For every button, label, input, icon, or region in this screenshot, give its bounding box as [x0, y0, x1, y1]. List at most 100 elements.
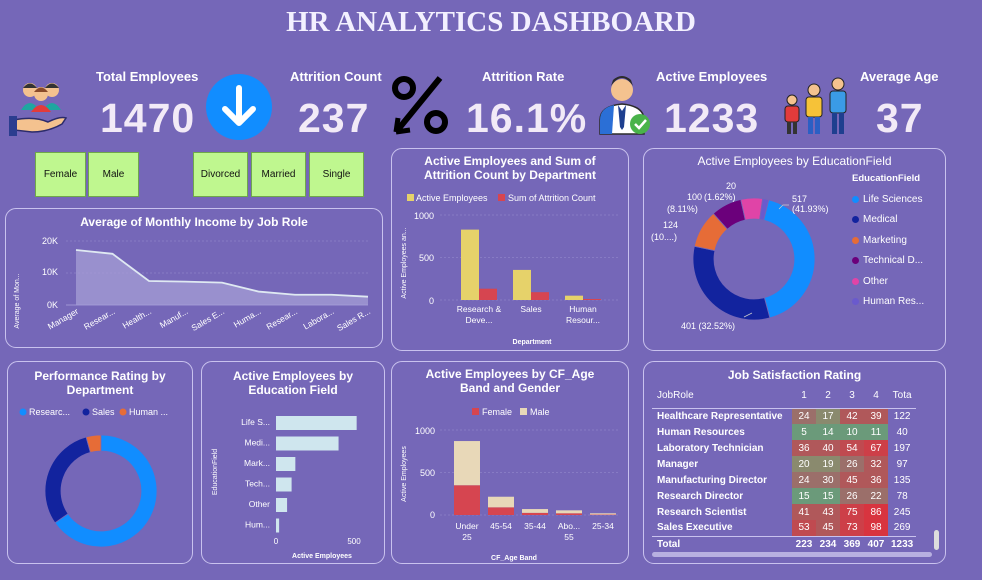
edu-legend-item[interactable]: Human Res... — [852, 292, 947, 313]
edu-legend-item[interactable]: Technical D... — [852, 251, 947, 272]
perf-donut-slice[interactable] — [85, 434, 102, 453]
dept-ytick-0: 1000 — [414, 211, 434, 221]
income-y-axis-label: Average of Mon... — [14, 273, 21, 328]
slicer-married[interactable]: Married — [251, 152, 306, 197]
perf-legend-swatch — [19, 408, 27, 416]
matrix-row[interactable]: Research Scientist 41 43 75 86 245 — [652, 504, 916, 520]
matrix-row[interactable]: Manager 20 19 26 32 97 — [652, 456, 916, 472]
edu-bar[interactable] — [276, 518, 280, 533]
dept-attrition-bar[interactable] — [531, 292, 549, 300]
matrix-header-cell[interactable]: 2 — [816, 384, 840, 409]
legend-label: Technical D... — [863, 255, 924, 267]
income-area-chart[interactable]: Average of Mon... 20K 10K 0K Manager Rese… — [6, 229, 384, 347]
dept-xtick: Sales — [520, 304, 541, 314]
age-stacked-chart[interactable]: Female Male Active Employees 1000 500 0 … — [392, 362, 630, 565]
dept-attrition-bar[interactable] — [479, 288, 497, 300]
edu-donut-slice[interactable] — [763, 199, 816, 319]
matrix-total-cell: 1233 — [888, 535, 917, 552]
dept-bar-chart[interactable]: Active Employees Sum of Attrition Count … — [392, 185, 630, 351]
matrix-row[interactable]: Sales Executive 53 45 73 98 269 — [652, 520, 916, 536]
age-female-bar[interactable] — [488, 507, 514, 515]
edu-bar-ytick: Medi... — [244, 438, 270, 448]
matrix-header-row: JobRole 1 2 3 4 Tota — [652, 384, 917, 409]
job-satisfaction-matrix[interactable]: JobRole 1 2 3 4 Tota Healthcare Representative… — [652, 384, 917, 552]
age-female-bar[interactable] — [454, 485, 480, 515]
dept-active-bar[interactable] — [461, 229, 479, 300]
matrix-total-cell: 369 — [840, 535, 864, 552]
edu-bar[interactable] — [276, 457, 296, 471]
matrix-cell: 75 — [840, 504, 864, 520]
matrix-total-cell: 223 — [792, 535, 816, 552]
matrix-row-label: Research Director — [657, 490, 744, 502]
matrix-row-label: Manufacturing Director — [657, 474, 768, 486]
matrix-header-cell[interactable]: JobRole — [652, 384, 792, 409]
edu-donut-slice[interactable] — [692, 245, 771, 321]
age-female-bar[interactable] — [556, 513, 582, 515]
donut-label-hr: 20 — [726, 181, 736, 191]
matrix-vertical-scrollbar[interactable] — [934, 530, 939, 550]
matrix-row[interactable]: Laboratory Technician 36 40 54 67 197 — [652, 440, 916, 456]
age-female-bar[interactable] — [522, 512, 548, 515]
edu-legend-item[interactable]: Marketing — [852, 230, 947, 251]
edu-donut-card: Active Employees by EducationField 517 (… — [643, 148, 946, 351]
perf-title: Performance Rating by Department — [34, 369, 166, 397]
donut-label-hr-pct: (1.62%) — [704, 192, 736, 202]
edu-legend-item[interactable]: Other — [852, 271, 947, 292]
income-xtick: Sales E... — [189, 306, 226, 333]
active-employees-label: Active Employees — [656, 69, 768, 84]
matrix-row[interactable]: Human Resources 5 14 10 11 40 — [652, 424, 916, 440]
perf-donut-chart[interactable]: Researc... Sales Human ... — [8, 362, 194, 565]
income-xtick: Huma... — [232, 306, 263, 330]
matrix-cell: 22 — [864, 488, 888, 504]
age-male-bar[interactable] — [556, 510, 582, 514]
perf-donut-slice[interactable] — [44, 436, 91, 524]
age-male-bar[interactable] — [522, 509, 548, 513]
income-area — [76, 249, 368, 305]
edu-bar[interactable] — [276, 477, 292, 492]
matrix-row[interactable]: Manufacturing Director 24 30 45 36 135 — [652, 472, 916, 488]
dept-active-bar[interactable] — [513, 269, 531, 300]
edu-legend: Life Sciences Medical Marketing Technical D… — [852, 189, 947, 312]
edu-hbar-chart[interactable]: EducationField 0 500 Active Employees Li… — [202, 362, 386, 565]
donut-label-life-pct: (41.93%) — [792, 204, 829, 214]
matrix-header-cell[interactable]: 3 — [840, 384, 864, 409]
legend-swatch — [852, 195, 859, 203]
edu-legend-item[interactable]: Life Sciences — [852, 189, 947, 210]
matrix-row[interactable]: Healthcare Representative 24 17 42 39 122 — [652, 408, 916, 424]
matrix-cell: 73 — [840, 520, 864, 536]
dept-chart-title: Active Employees and Sum of Attrition Co… — [424, 154, 596, 182]
edu-donut-slice[interactable] — [759, 198, 770, 221]
edu-donut-chart[interactable]: 517 (41.93%) 401 (32.52%) 124 (10....) 1… — [644, 149, 947, 352]
slicer-single[interactable]: Single — [309, 152, 364, 197]
matrix-header-cell[interactable]: Tota — [888, 384, 917, 409]
edu-bar[interactable] — [276, 436, 339, 451]
edu-bar[interactable] — [276, 498, 288, 512]
age-male-bar[interactable] — [488, 496, 514, 508]
age-male-bar[interactable] — [454, 441, 480, 486]
legend-swatch — [852, 216, 859, 224]
edu-legend-item[interactable]: Medical — [852, 210, 947, 231]
income-chart-title: Average of Monthly Income by Job Role — [80, 215, 308, 229]
slicer-divorced[interactable]: Divorced — [193, 152, 248, 197]
matrix-row[interactable]: Research Director 15 15 26 22 78 — [652, 488, 916, 504]
dept-attrition-bar[interactable] — [583, 298, 601, 300]
attrition-rate-label: Attrition Rate — [482, 69, 565, 84]
perf-donut-slice[interactable] — [54, 434, 158, 548]
edu-bar[interactable] — [276, 416, 357, 430]
slicer-female[interactable]: Female — [35, 152, 86, 197]
matrix-cell: 17 — [816, 408, 840, 424]
matrix-horizontal-scrollbar[interactable] — [652, 552, 932, 557]
dept-active-bar[interactable] — [565, 295, 583, 300]
matrix-row-label: Laboratory Technician — [657, 442, 764, 454]
perf-legend-label[interactable]: Sales — [92, 407, 115, 417]
matrix-header-cell[interactable]: 4 — [864, 384, 888, 409]
matrix-header-cell[interactable]: 1 — [792, 384, 816, 409]
slicer-male[interactable]: Male — [88, 152, 139, 197]
matrix-cell: 30 — [816, 472, 840, 488]
age-xtick: 35-44 — [524, 521, 546, 531]
perf-legend-label[interactable]: Human ... — [129, 407, 168, 417]
age-male-bar[interactable] — [590, 513, 616, 515]
attrition-count-value: 237 — [298, 95, 370, 141]
average-age-label: Average Age — [860, 69, 939, 84]
perf-legend-label[interactable]: Researc... — [29, 407, 70, 417]
